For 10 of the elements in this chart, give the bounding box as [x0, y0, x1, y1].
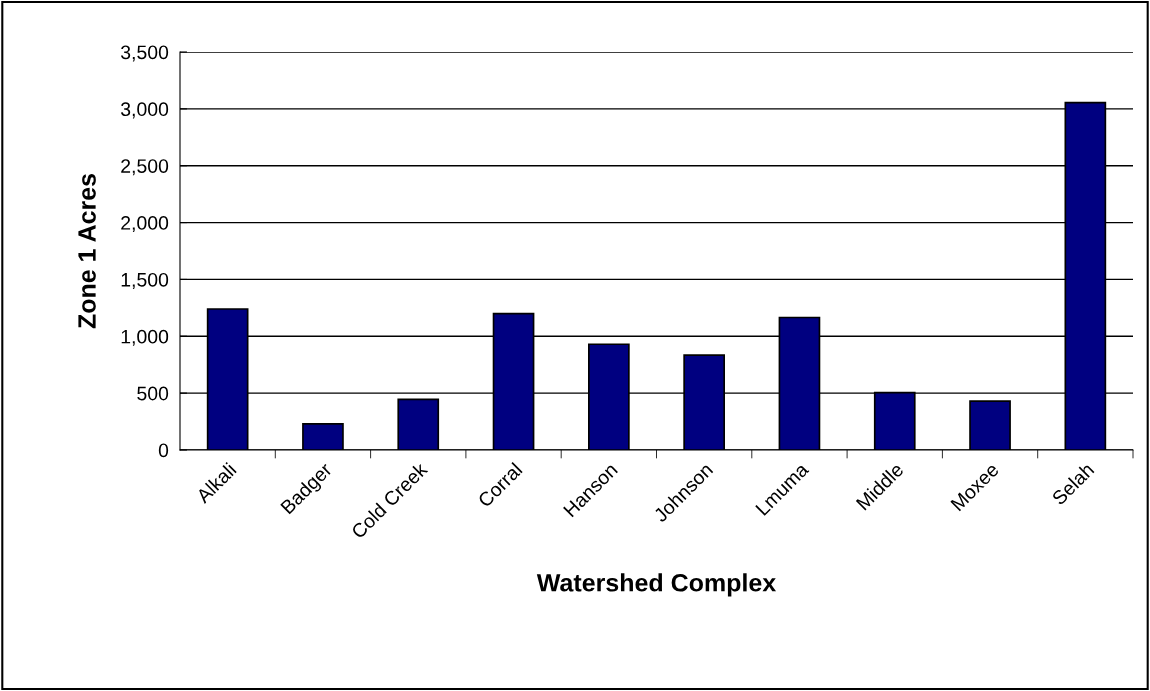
- y-tick-label: 2,500: [121, 159, 169, 176]
- y-tick-label: 0: [158, 443, 169, 458]
- y-tick-label: 1,500: [121, 272, 169, 289]
- y-tick-label: 3,000: [120, 102, 169, 119]
- x-axis-title: Watershed Complex: [536, 573, 777, 597]
- y-tick-label: 2,000: [121, 216, 169, 233]
- y-tick-label: 3,500: [120, 45, 169, 62]
- y-tick-label: 500: [137, 386, 169, 401]
- y-axis-title: Zone 1 Acres: [78, 173, 96, 329]
- y-tick-label: 1,000: [121, 329, 169, 346]
